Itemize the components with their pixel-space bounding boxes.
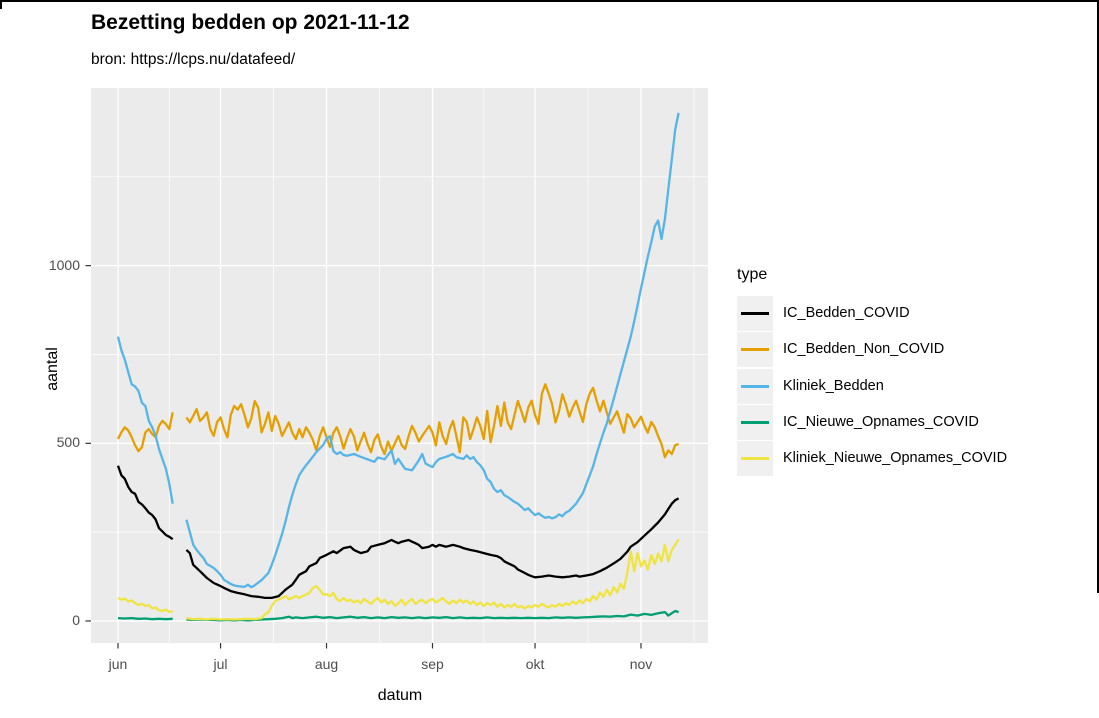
legend-entry-label: IC_Bedden_Non_COVID [783, 341, 945, 358]
series-line-IC_Nieuwe_Opnames_COVID [186, 609, 679, 622]
legend-key-box [737, 404, 773, 440]
series-line-Kliniek_Nieuwe_Opnames_COVID [186, 538, 680, 621]
series-line-IC_Nieuwe_Opnames_COVID [117, 616, 173, 621]
legend-entry-label: Kliniek_Nieuwe_Opnames_COVID [783, 450, 1008, 467]
y-tick-label-1000: 1000 [48, 256, 80, 273]
series-line-Kliniek_Nieuwe_Opnames_COVID [117, 596, 174, 614]
legend-key-box [737, 368, 773, 404]
legend-key-box [737, 332, 773, 368]
x-axis-title: datum [377, 687, 423, 704]
y-tick-label-0: 0 [72, 611, 80, 628]
series-line-IC_Bedden_COVID [116, 465, 174, 541]
x-tick-label-nov: nov [629, 656, 653, 672]
legend-key-line [741, 420, 769, 424]
legend-key-line [741, 384, 769, 388]
legend-key-line [741, 348, 769, 352]
series-line-Kliniek_Bedden [185, 112, 680, 589]
x-tick-label-jun: jun [108, 656, 128, 672]
x-tick-label-aug: aug [314, 656, 339, 672]
x-tick-label-okt: okt [525, 656, 545, 672]
series-line-Kliniek_Bedden [116, 336, 174, 504]
legend-key-box [737, 296, 773, 331]
plot-subtitle: bron: https://lcps.nu/datafeed/ [91, 51, 296, 68]
y-tick-label-500: 500 [56, 434, 80, 451]
y-axis-title: aantal [44, 347, 61, 391]
legend-entry-label: IC_Bedden_COVID [783, 305, 910, 321]
series-line-IC_Bedden_COVID [185, 497, 680, 600]
legend-entry-label: IC_Nieuwe_Opnames_COVID [783, 413, 979, 430]
x-tick-label-sep: sep [421, 656, 444, 672]
series-line-IC_Bedden_Non_COVID [116, 412, 174, 453]
plot-title: Bezetting bedden op 2021-11-12 [91, 11, 410, 34]
window-border-right [1097, 0, 1099, 593]
legend-entry-label: Kliniek_Bedden [783, 377, 884, 394]
series-line-IC_Bedden_Non_COVID [185, 383, 679, 459]
x-tick-label-jul: jul [213, 656, 228, 672]
window-border-left [0, 0, 2, 9]
window-border-top [0, 0, 1099, 2]
legend-key-line [741, 312, 769, 315]
legend-title: type [737, 266, 768, 283]
plot-panel [91, 88, 708, 643]
legend-key-box [737, 441, 773, 477]
legend-key-line [741, 457, 769, 461]
